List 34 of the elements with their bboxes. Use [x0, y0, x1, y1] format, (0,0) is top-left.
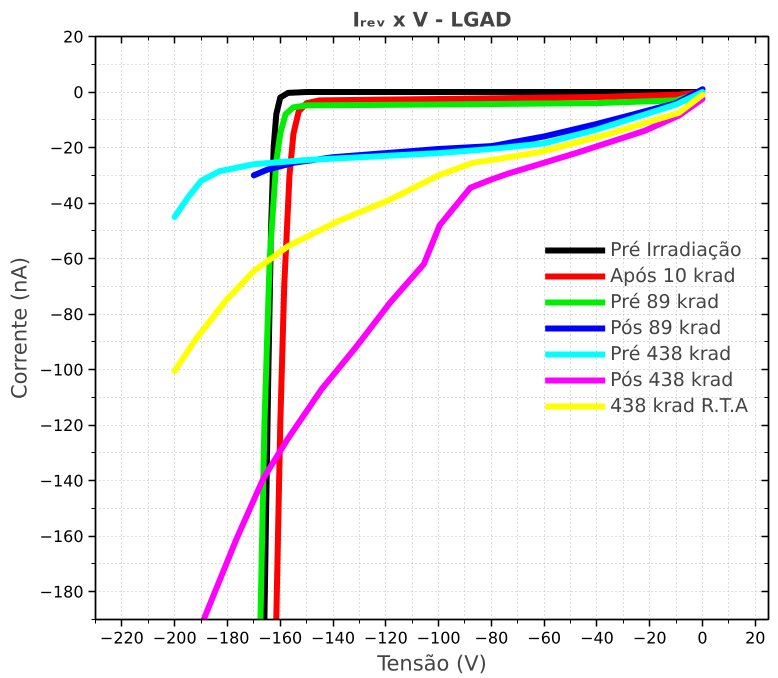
y-tick-label: −60 — [50, 250, 84, 269]
y-tick-label: −160 — [40, 527, 84, 546]
x-tick-label: −120 — [364, 628, 408, 648]
x-tick-label: −60 — [527, 628, 562, 648]
legend-label: Pré Irradiação — [610, 238, 742, 260]
y-tick-label: −40 — [50, 194, 84, 214]
x-tick-label: −140 — [311, 628, 356, 648]
x-tick-label: −100 — [416, 628, 461, 648]
y-tick-label: 20 — [63, 28, 84, 46]
legend-label: Pós 438 krad — [610, 368, 734, 390]
y-tick-label: −140 — [40, 472, 84, 491]
legend-label: Pré 89 krad — [610, 290, 720, 312]
legend-label: Pós 89 krad — [610, 316, 722, 338]
y-tick-label: 0 — [73, 83, 84, 102]
x-tick-label: −220 — [100, 628, 144, 648]
x-axis-title: Tensão (V) — [376, 652, 487, 676]
x-tick-label: −20 — [632, 628, 667, 648]
legend-label: 438 krad R.T.A — [610, 394, 748, 416]
x-tick-label: 20 — [745, 628, 766, 648]
legend-label: Pré 438 krad — [610, 342, 732, 364]
legend-label: Após 10 krad — [610, 264, 736, 286]
y-tick-label: −180 — [40, 582, 84, 602]
x-tick-label: −200 — [152, 628, 197, 648]
y-tick-label: −100 — [40, 360, 84, 380]
x-tick-label: −80 — [474, 628, 508, 648]
y-tick-label: −20 — [50, 138, 84, 158]
y-tick-label: −80 — [50, 305, 84, 324]
y-axis-title: Corrente (nA) — [8, 256, 32, 400]
x-tick-label: −160 — [258, 628, 302, 648]
x-tick-label: −40 — [580, 628, 614, 648]
x-tick-label: 0 — [697, 628, 708, 648]
y-tick-label: −120 — [40, 416, 84, 436]
chart-title: Iᵣₑᵥ x V - LGAD — [352, 8, 512, 32]
x-tick-label: −180 — [205, 628, 250, 648]
